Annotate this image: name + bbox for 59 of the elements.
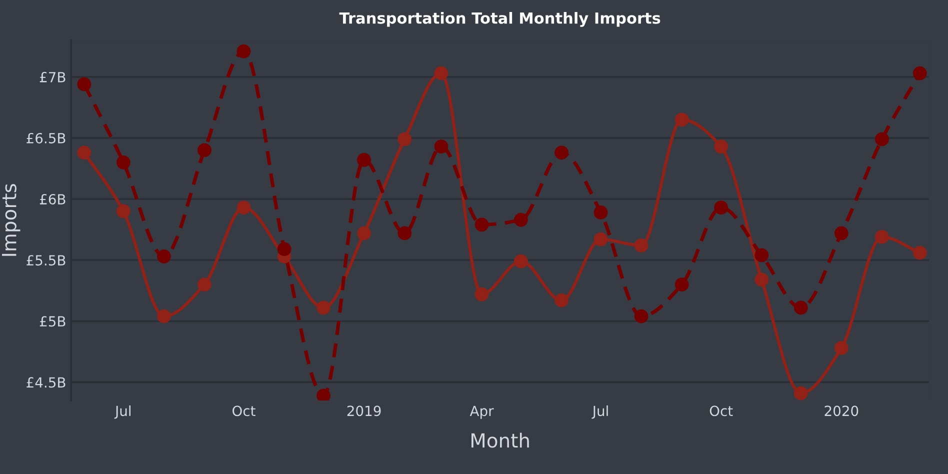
x-tick-label: Oct [232, 406, 256, 416]
point [754, 248, 769, 262]
point [116, 204, 130, 218]
point [398, 226, 412, 240]
point [116, 155, 130, 170]
y-axis-title: Imports [2, 184, 20, 256]
point [77, 146, 92, 160]
x-tick-label: 2020 [824, 406, 858, 416]
point [474, 218, 489, 232]
point [674, 112, 689, 127]
point [514, 254, 528, 268]
y-tick-label: £6B [40, 194, 66, 205]
x-axis-title: Month [472, 432, 529, 448]
point [316, 388, 330, 401]
point [594, 206, 608, 220]
x-tick-label: Apr [470, 406, 494, 419]
point [236, 44, 251, 58]
y-tick-label: £6.5B [26, 132, 66, 144]
y-tick-label: £4.5B [26, 377, 66, 388]
point [236, 200, 251, 215]
y-tick-label: £7B [40, 72, 66, 82]
point [434, 140, 448, 154]
point [594, 232, 608, 246]
y-tick-label: £5.5B [26, 255, 66, 266]
point [554, 293, 568, 308]
point [794, 386, 808, 400]
x-tick-label: Jul [114, 405, 130, 419]
point [834, 226, 848, 240]
point [157, 309, 171, 324]
x-tick-label: Jul [592, 405, 608, 419]
point [198, 278, 212, 292]
point [634, 309, 648, 324]
x-tick-label: Oct [710, 406, 733, 416]
point [514, 212, 528, 227]
point [398, 132, 412, 146]
point [434, 66, 448, 80]
point [754, 272, 769, 287]
point [316, 300, 330, 315]
point [554, 146, 568, 160]
point [834, 341, 848, 355]
y-tick-label: £5B [40, 316, 66, 327]
point [714, 140, 728, 154]
point [157, 249, 171, 264]
point [674, 278, 689, 292]
point [794, 300, 808, 315]
point [77, 77, 92, 92]
point [875, 132, 889, 146]
point [357, 153, 371, 167]
point [875, 230, 889, 244]
x-tick-label: 2019 [347, 406, 381, 416]
point [357, 226, 371, 240]
point [714, 200, 728, 215]
point [474, 287, 489, 302]
point [277, 242, 292, 256]
point [912, 246, 927, 260]
point [198, 143, 212, 158]
chart-title: Transportation Total Monthly Imports [339, 12, 660, 27]
point [912, 66, 927, 80]
point [634, 238, 648, 252]
